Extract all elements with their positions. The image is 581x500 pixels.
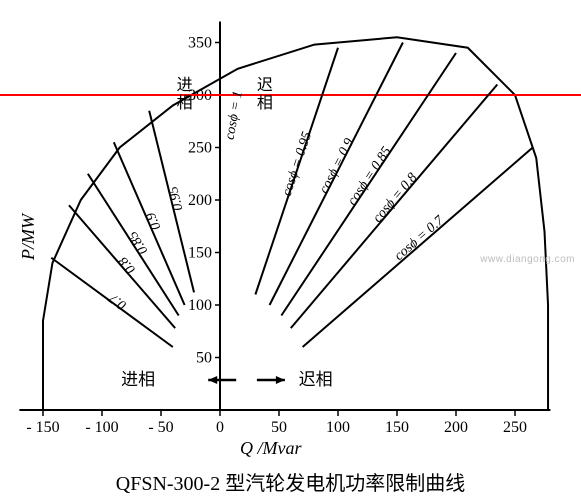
top-leading-label: 进 [177,76,193,94]
pf-label-lagging: cosϕ = 0.7 [392,213,448,264]
pf-label-leading: 0.7 [106,289,130,312]
pf-label-unity: cosϕ = 1 [223,90,246,141]
y-tick-label: 350 [188,35,212,52]
top-lagging-label: 相 [257,94,273,112]
pf-label-leading: 0.8 [116,253,139,276]
arrow-lagging-label: 迟相 [299,370,333,389]
arrow-leading-head [208,376,217,384]
pf-label-lagging: cosϕ = 0.95 [280,130,315,198]
capability-curve-figure: - 150 - 100 - 50 0 50 100 150 200 250 50 100 150 200… [0,0,581,500]
arrow-leading-label: 进相 [121,370,155,389]
y-tick-label: 200 [188,192,212,209]
watermark-text: www.diangong.com [480,254,575,265]
pf-label-leading: 0.95 [166,185,186,212]
x-tick-label: 50 [271,419,287,436]
top-lagging-label: 迟 [257,76,273,94]
x-axis-label: Q /Mvar [240,438,302,459]
x-tick-label: - 100 [85,419,118,436]
y-tick-label: 100 [188,297,212,314]
x-tick-label: - 50 [148,419,173,436]
x-tick-label: 200 [444,419,468,436]
x-tick-label: 250 [503,419,527,436]
y-tick-label: 150 [188,245,212,262]
y-tick-label: 50 [196,350,212,367]
pf-label-lagging: cosϕ = 0.9 [317,136,357,196]
top-leading-label: 相 [177,94,193,112]
y-tick-label: 250 [188,140,212,157]
x-tick-label: 100 [326,419,350,436]
x-tick-label: 150 [385,419,409,436]
x-tick-label: - 150 [26,419,59,436]
pf-label-leading: 0.85 [125,228,151,257]
x-tick-label: 0 [216,419,224,436]
chart-svg: - 150 - 100 - 50 0 50 100 150 200 250 50 100 150 200… [0,0,581,500]
pf-label-leading: 0.9 [144,210,165,232]
y-axis-label: P/MW [18,214,39,260]
figure-caption: QFSN-300-2 型汽轮发电机功率限制曲线 [0,467,581,496]
arrow-lagging-head [276,376,285,384]
pf-label-lagging: cosϕ = 0.8 [370,170,420,225]
